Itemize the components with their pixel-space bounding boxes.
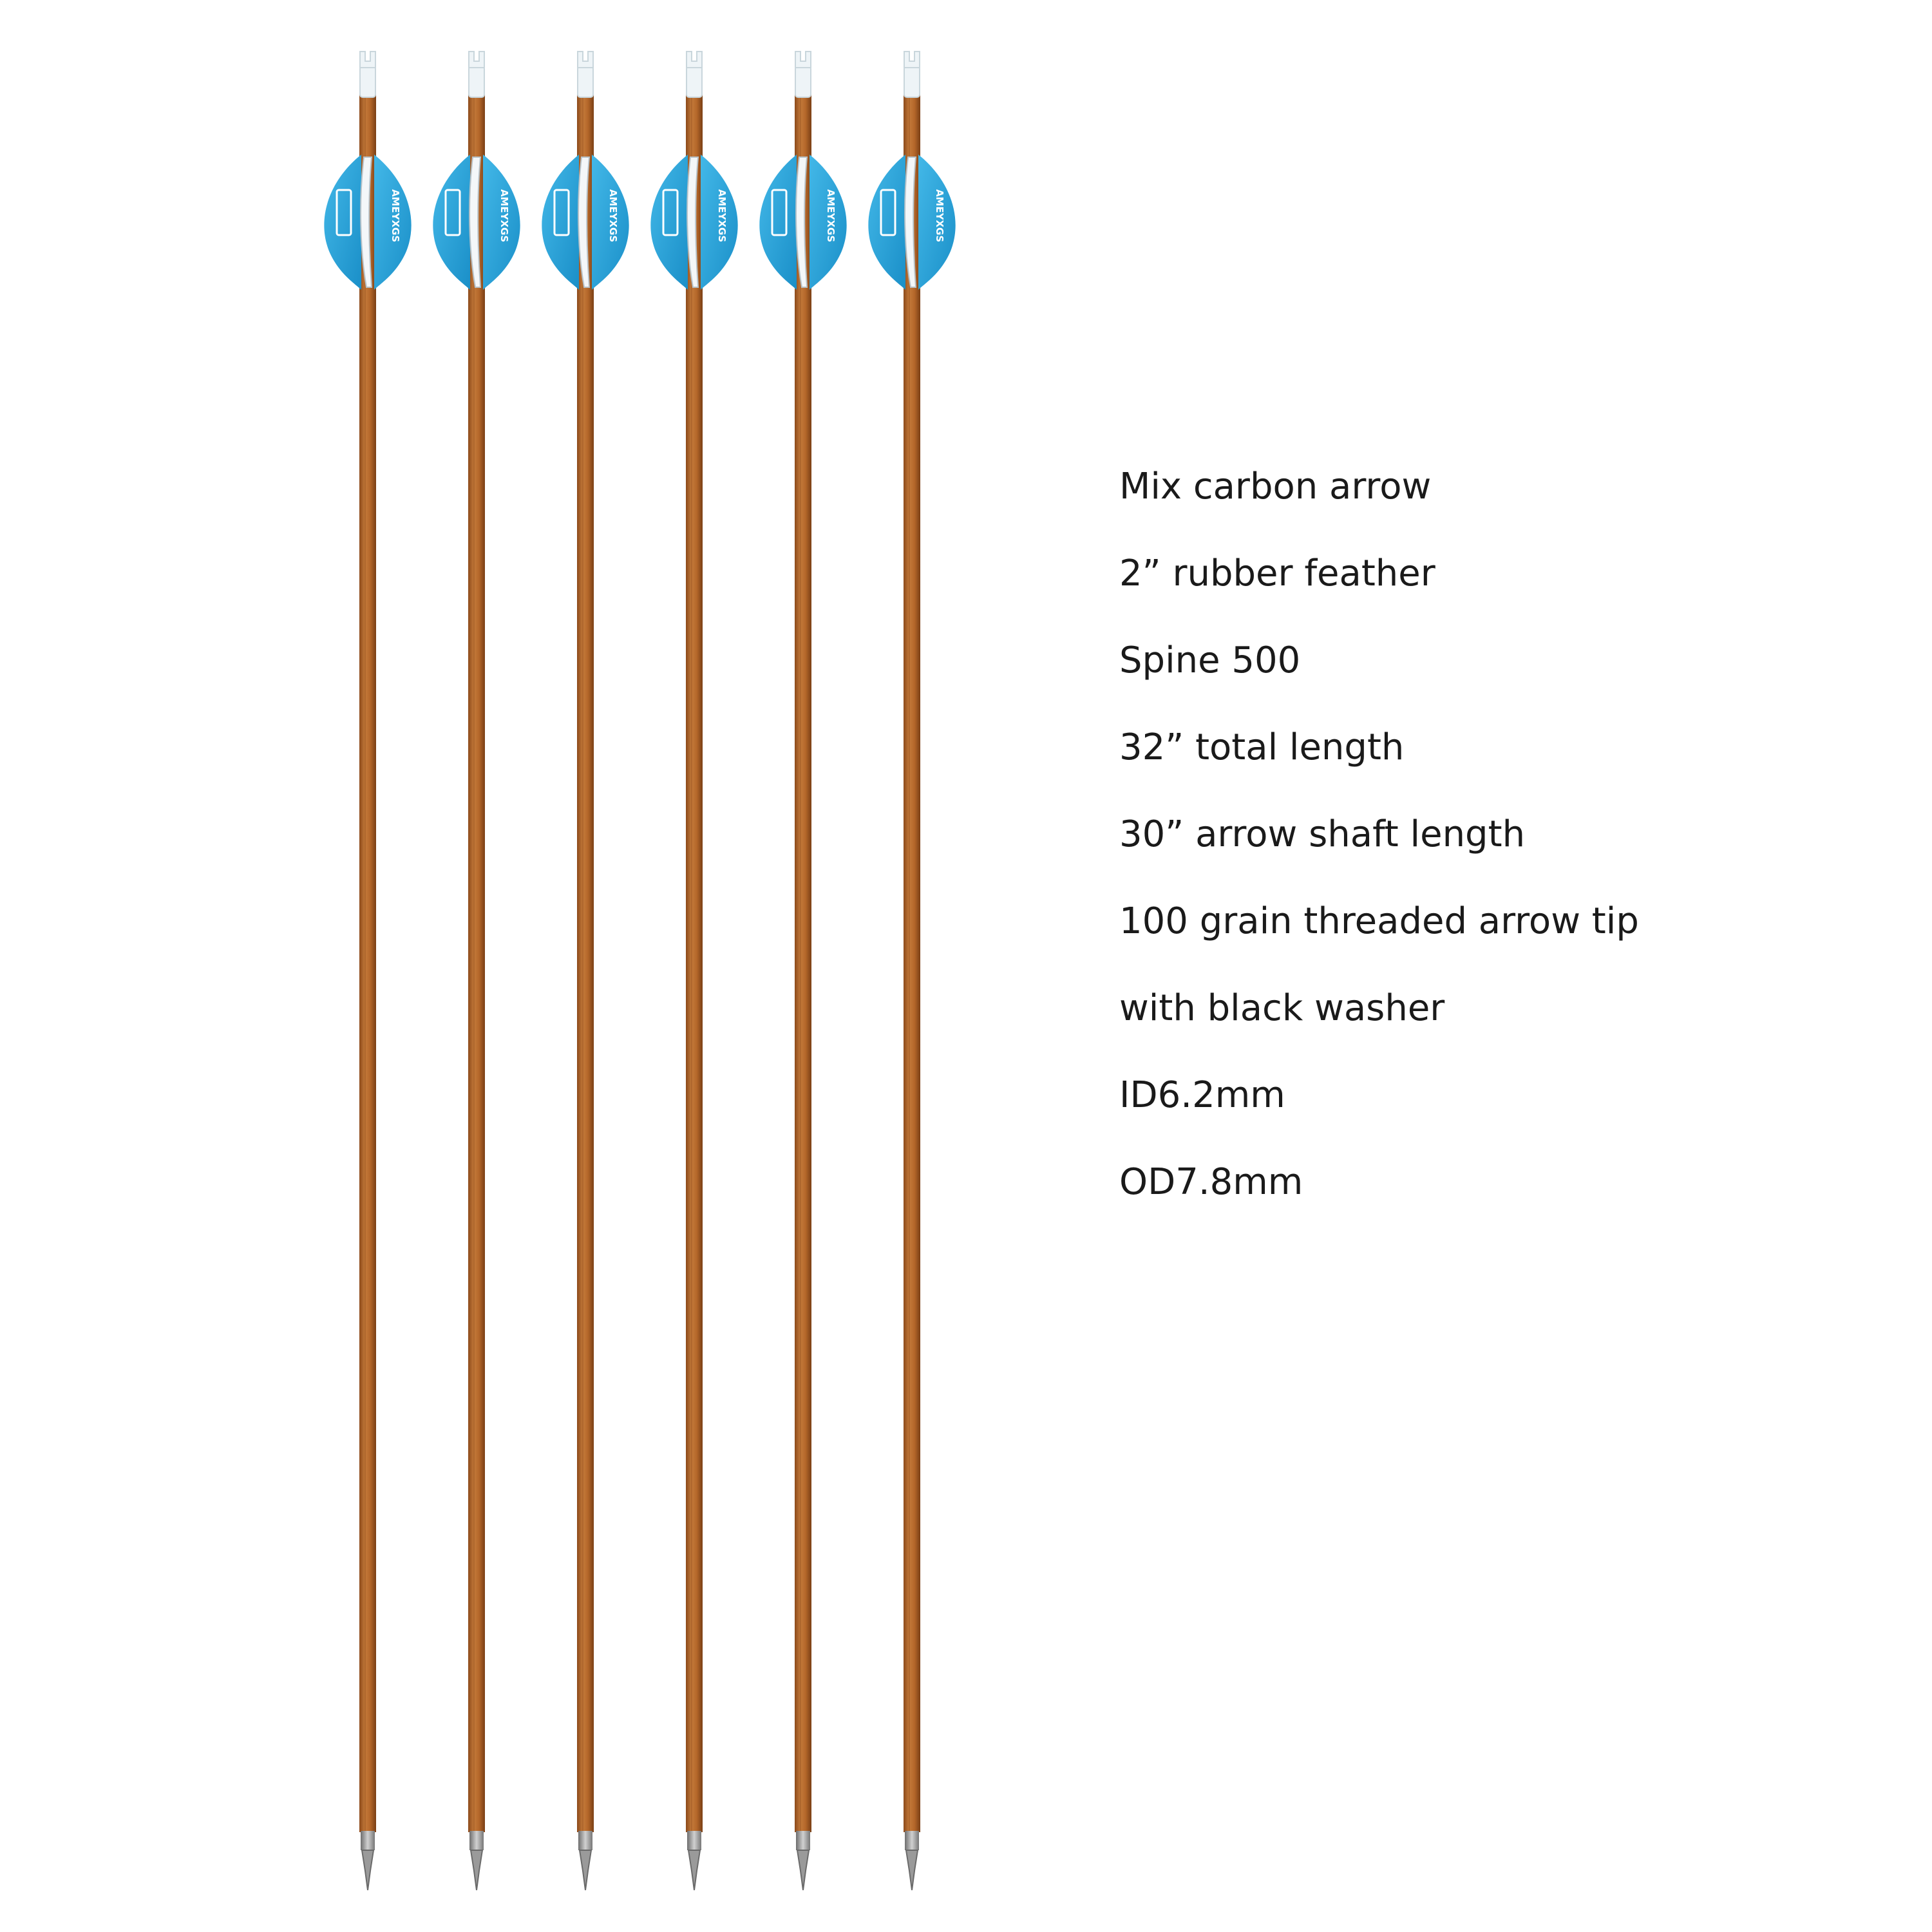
vane-logo-box [553,189,570,236]
arrow-nock-slot [904,51,920,68]
vane-brand-text: AMEYXGS [498,189,510,242]
arrow-cock-feather [687,156,699,288]
arrow-nock [468,66,485,98]
arrow-cock-feather [795,156,808,288]
arrow-tip-insert [578,1831,592,1850]
spec-shaft-length: 30” arrow shaft length [1119,813,1526,855]
arrow-tip-insert [361,1831,375,1850]
arrow-vane-right [918,155,956,290]
arrow-tip-point [796,1850,810,1891]
arrow-cock-feather [469,156,482,288]
vane-logo-box [444,189,461,236]
vane-brand-text: AMEYXGS [390,189,401,242]
arrow-nock [577,66,594,98]
arrow-vane-left [542,155,579,290]
arrow-cock-feather [578,156,591,288]
vane-logo-box [336,189,352,236]
spec-tip: 100 grain threaded arrow tip [1119,900,1639,942]
vane-logo-box [662,189,679,236]
vane-brand-text: AMEYXGS [716,189,728,242]
spec-list: Mix carbon arrow 2” rubber feather Spine… [1119,455,1860,1237]
arrow-shaft [795,93,811,1832]
arrow-vane-right [483,155,520,290]
arrow-nock [795,66,811,98]
arrow-tip-insert [905,1831,919,1850]
arrows-group: AMEYXGS AMEYXGS AMEYXGS AMEYXGS AMEYXGS AMEYX… [324,51,956,1891]
arrow-tip-insert [796,1831,810,1850]
arrow-cock-feather [904,156,917,288]
arrow-nock-slot [468,51,485,68]
spec-feather: 2” rubber feather [1119,553,1435,594]
arrow: AMEYXGS [759,51,847,1891]
arrow-nock-slot [795,51,811,68]
arrow-shaft [359,93,376,1832]
vane-brand-text: AMEYXGS [934,189,945,242]
arrow-shaft [686,93,703,1832]
vane-logo-box [880,189,896,236]
vane-logo-box [771,189,788,236]
vane-brand-text: AMEYXGS [825,189,837,242]
arrow-nock [359,66,376,98]
arrow-nock [686,66,703,98]
arrow-vane-right [701,155,738,290]
arrow-vane-right [810,155,847,290]
arrow-tip-point [687,1850,701,1891]
arrow: AMEYXGS [650,51,738,1891]
arrow-tip-insert [469,1831,484,1850]
arrow-vane-left [759,155,797,290]
arrow-shaft [904,93,920,1832]
arrow-shaft [577,93,594,1832]
spec-material: Mix carbon arrow [1119,466,1432,507]
arrow-vane-left [868,155,905,290]
arrow-tip-point [905,1850,919,1891]
arrow-tip-point [578,1850,592,1891]
arrow-tip-point [469,1850,484,1891]
arrow-nock-slot [686,51,703,68]
arrow: AMEYXGS [542,51,629,1891]
arrow-vane-right [374,155,412,290]
arrow-nock-slot [577,51,594,68]
spec-total-length: 32” total length [1119,726,1405,768]
arrow-shaft [468,93,485,1832]
spec-inner-diameter: ID6.2mm [1119,1074,1285,1116]
spec-outer-diameter: OD7.8mm [1119,1161,1303,1203]
arrow-tip-point [361,1850,375,1891]
arrow-tip-insert [687,1831,701,1850]
arrow-vane-right [592,155,629,290]
arrow-cock-feather [360,156,373,288]
arrow-nock-slot [359,51,376,68]
spec-washer: with black washer [1119,987,1445,1029]
arrow: AMEYXGS [433,51,520,1891]
arrow-vane-left [650,155,688,290]
spec-spine: Spine 500 [1119,639,1301,681]
arrow-vane-left [433,155,470,290]
arrow: AMEYXGS [868,51,956,1891]
arrow-vane-left [324,155,361,290]
arrow-nock [904,66,920,98]
arrow: AMEYXGS [324,51,412,1891]
vane-brand-text: AMEYXGS [607,189,619,242]
